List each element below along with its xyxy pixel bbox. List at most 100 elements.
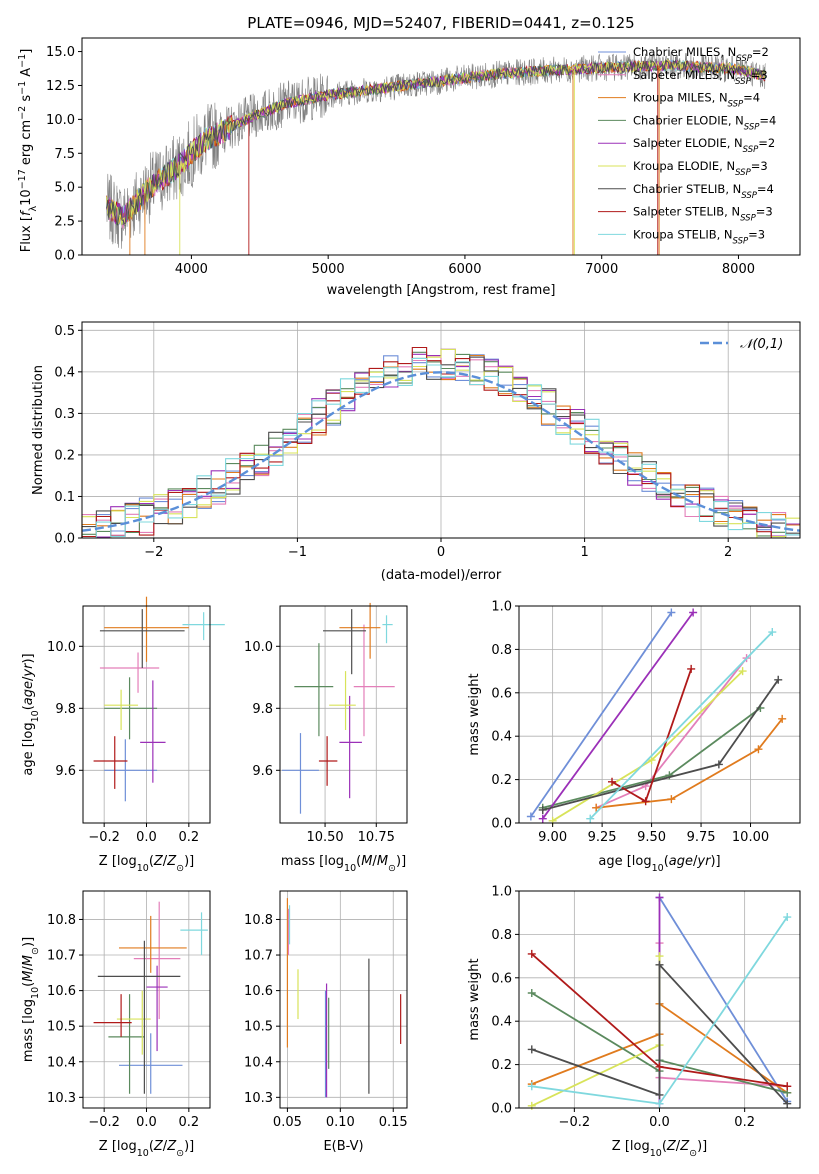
- mass-weight-marker: [768, 628, 777, 637]
- y-tick-label: 9.8: [252, 702, 273, 717]
- x-tick-label: 7000: [585, 262, 618, 277]
- mass-vs-ebv-panel: 0.05 0.10 0.15 10.3 10.4 10.5 10.6 10.7 10.8 E(B-…: [244, 890, 408, 1154]
- legend-label: Chabrier MILES, NSSP=2: [633, 45, 769, 64]
- y-tick-label: 5.0: [54, 181, 75, 196]
- mass-weight-marker: [641, 797, 650, 806]
- y-tick-label: 1.0: [491, 885, 512, 900]
- mass-weight-marker: [778, 714, 787, 723]
- legend-label: Salpeter STELIB, NSSP=3: [633, 205, 773, 224]
- x-axis-label: Z [log10(Z/Z⊙)]: [99, 854, 194, 874]
- mass-weight-marker: [647, 756, 656, 765]
- y-tick-label: 10.8: [244, 913, 273, 928]
- mass-vs-metallicity-panel: −0.2 0.0 0.2 10.3 10.4 10.5 10.6 10.7 10.8 Z [log…: [21, 890, 211, 1159]
- y-tick-label: 0.2: [54, 448, 75, 463]
- y-tick-label: 0.6: [491, 971, 512, 986]
- y-tick-label: 9.8: [55, 702, 76, 717]
- y-tick-label: 0.2: [491, 1058, 512, 1073]
- mass-weight-marker: [655, 952, 664, 961]
- legend-label: 𝒩(0,1): [740, 337, 783, 352]
- y-tick-label: 10.0: [46, 113, 75, 128]
- x-tick-label: 6000: [448, 262, 481, 277]
- y-tick-label: 10.0: [244, 640, 273, 655]
- x-tick-label: 10.00: [732, 830, 769, 845]
- mass-weight-marker: [714, 760, 723, 769]
- residual-histogram-panel: −2 −1 0 1 2 0.0 0.1 0.2 0.3 0.4 0.5 (data-model)/er…: [31, 321, 801, 583]
- y-tick-label: 0.5: [54, 324, 75, 339]
- mass-weight-marker: [655, 1062, 664, 1071]
- mass-weight-marker: [527, 1045, 536, 1054]
- x-tick-label: 9.25: [588, 830, 617, 845]
- x-tick-label: 8000: [722, 262, 755, 277]
- y-tick-label: 10.4: [244, 1055, 273, 1070]
- mass-weight-marker: [687, 664, 696, 673]
- mass-weight-marker: [689, 608, 698, 617]
- mass-weight-vs-metallicity-panel: −0.2 0.0 0.2 0.0 0.2 0.4 0.6 0.8 1.0 Z [log10(Z/Z…: [467, 885, 801, 1159]
- y-tick-label: 10.6: [47, 984, 76, 999]
- y-tick-label: 0.0: [54, 532, 75, 547]
- y-tick-label: 10.5: [47, 1020, 76, 1035]
- y-tick-label: 10.5: [244, 1020, 273, 1035]
- x-tick-label: 1: [580, 545, 588, 560]
- y-tick-label: 10.7: [244, 949, 273, 964]
- mass-weight-line: [531, 962, 788, 1105]
- y-tick-label: 10.8: [47, 913, 76, 928]
- mass-weight-marker: [527, 1082, 536, 1091]
- y-tick-label: 10.3: [244, 1091, 273, 1106]
- legend-label: Kroupa STELIB, NSSP=3: [633, 227, 765, 246]
- y-tick-label: 0.8: [491, 928, 512, 943]
- mass-weight-marker: [774, 675, 783, 684]
- mass-weight-marker: [667, 795, 676, 804]
- mass-weight-marker: [655, 1090, 664, 1099]
- y-tick-label: 0.4: [491, 1015, 512, 1030]
- y-tick-label: 10.4: [47, 1055, 76, 1070]
- spectrum-title: PLATE=0946, MJD=52407, FIBERID=0441, z=0…: [247, 14, 634, 32]
- x-tick-label: 0.15: [379, 1115, 408, 1130]
- axes-frame: [279, 605, 408, 824]
- mass-weight-marker: [592, 803, 601, 812]
- x-axis-label: (data-model)/error: [381, 568, 502, 583]
- x-tick-label: 9.00: [538, 830, 567, 845]
- x-tick-label: 0.2: [178, 1115, 199, 1130]
- x-tick-label: −0.2: [88, 1115, 120, 1130]
- mass-weight-line: [589, 631, 773, 820]
- mass-weight-marker: [538, 805, 547, 814]
- mass-weight-marker: [783, 1099, 792, 1108]
- x-tick-label: −2: [144, 545, 163, 560]
- x-tick-label: 5000: [312, 262, 345, 277]
- mass-weight-vs-age-panel: 9.00 9.25 9.50 9.75 10.00 0.0 0.2 0.4 0.6 0.8 1.0 a…: [467, 600, 801, 874]
- x-tick-label: 10.75: [358, 830, 395, 845]
- x-tick-label: 0.2: [734, 1115, 755, 1130]
- x-tick-label: −0.2: [559, 1115, 591, 1130]
- x-tick-label: 0.2: [178, 830, 199, 845]
- mass-weight-line: [541, 611, 694, 820]
- mass-weight-marker: [655, 893, 664, 902]
- x-axis-label: Z [log10(Z/Z⊙)]: [612, 1139, 707, 1159]
- y-tick-label: 0.4: [491, 730, 512, 745]
- mass-weight-marker: [526, 812, 535, 821]
- y-tick-label: 9.6: [252, 764, 273, 779]
- y-tick-label: 10.0: [47, 640, 76, 655]
- y-tick-label: 15.0: [46, 45, 75, 60]
- mass-weight-marker: [586, 814, 595, 823]
- plot-area: [519, 606, 800, 823]
- mass-weight-line: [530, 611, 673, 818]
- plot-area: [280, 606, 407, 823]
- mass-weight-marker: [655, 1099, 664, 1108]
- mass-weight-marker: [754, 745, 763, 754]
- x-tick-label: 0.10: [326, 1115, 355, 1130]
- legend-label: Salpeter MILES, NSSP=3: [633, 68, 768, 87]
- y-axis-label: Flux [fλ10−17 erg cm−2 s−1 A−1]: [17, 49, 39, 253]
- legend-label: Kroupa MILES, NSSP=4: [633, 91, 760, 110]
- y-tick-label: 0.8: [491, 643, 512, 658]
- mass-weight-marker: [608, 777, 617, 786]
- mass-weight-marker: [783, 913, 792, 922]
- mass-weight-marker: [667, 608, 676, 617]
- y-tick-label: 0.1: [54, 490, 75, 505]
- age-vs-metallicity-panel: −0.2 0.0 0.2 9.6 9.8 10.0 Z [log10(Z/Z⊙)] age […: [21, 596, 225, 874]
- y-tick-label: 12.5: [46, 79, 75, 94]
- y-tick-label: 2.5: [54, 215, 75, 230]
- mass-weight-marker: [527, 988, 536, 997]
- mass-weight-marker: [738, 667, 747, 676]
- legend-label: Salpeter ELODIE, NSSP=2: [633, 136, 775, 155]
